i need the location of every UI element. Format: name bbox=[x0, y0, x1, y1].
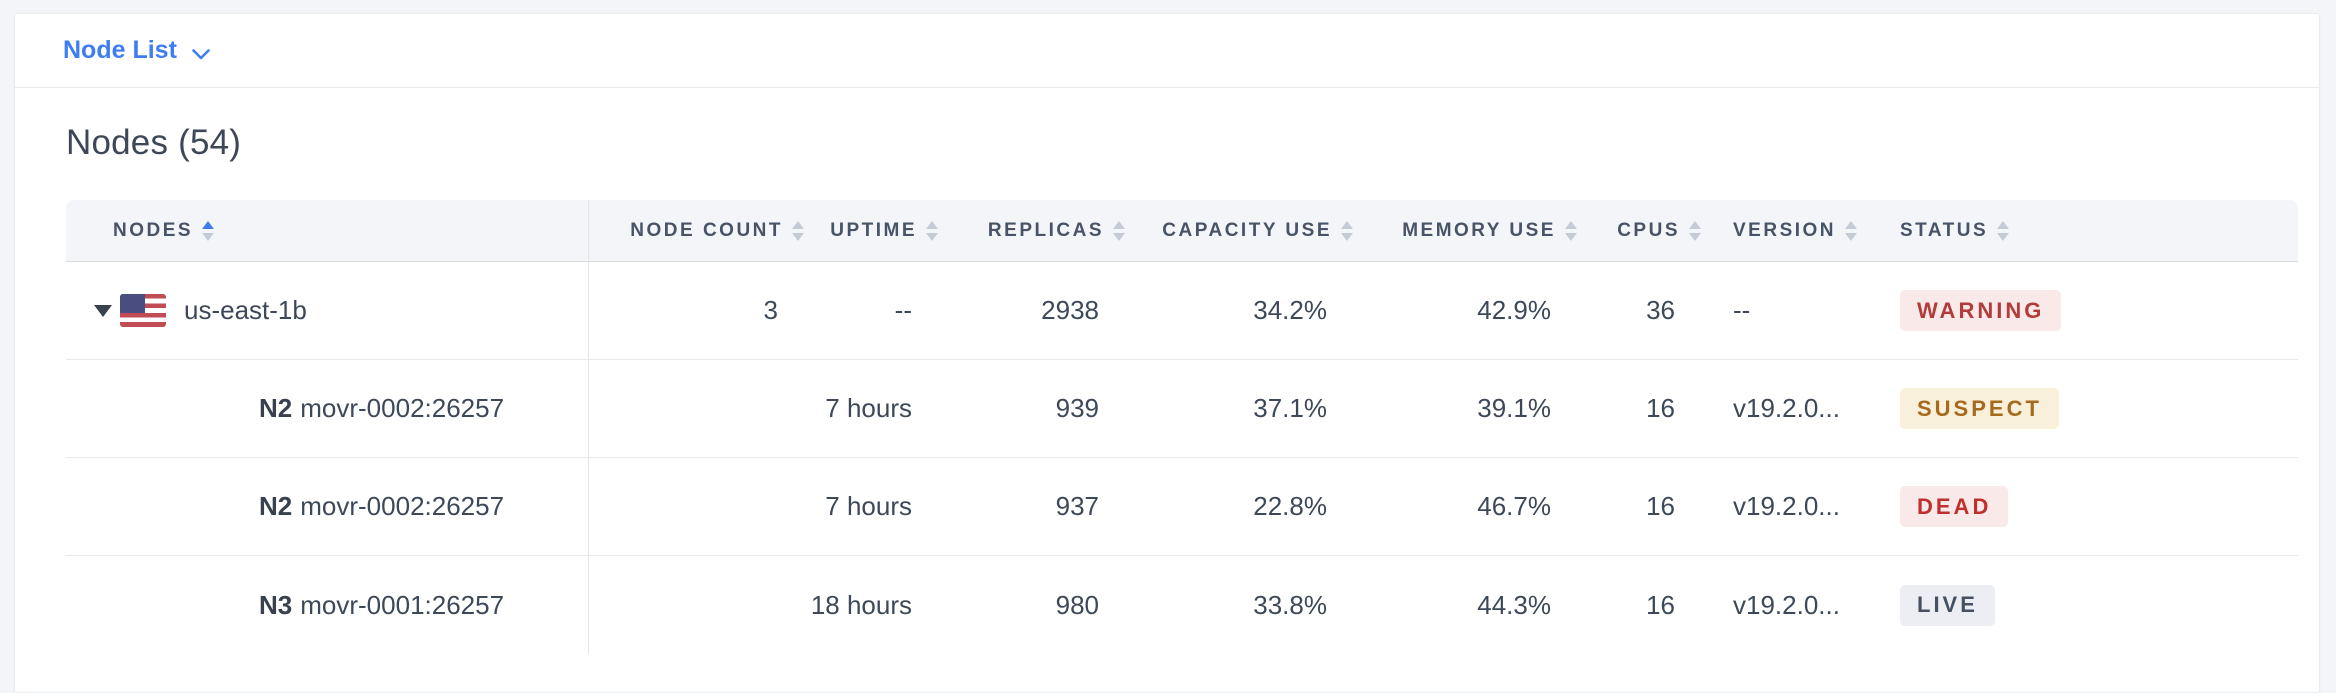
region-cell: us-east-1b bbox=[66, 262, 589, 359]
uptime-cell: -- bbox=[894, 295, 912, 325]
column-label: UPTIME bbox=[830, 219, 917, 241]
column-header-capacity-use[interactable]: CAPACITY USE bbox=[1133, 200, 1361, 261]
column-header-cpus[interactable]: CPUS bbox=[1585, 200, 1709, 261]
table-row-node[interactable]: N2 movr-0002:26257 7 hours 937 22.8% 46.… bbox=[66, 458, 2298, 556]
view-selector-dropdown[interactable]: Node List bbox=[63, 35, 210, 67]
node-address: movr-0002:26257 bbox=[300, 393, 505, 423]
uptime-cell: 18 hours bbox=[810, 589, 912, 620]
column-header-node-count[interactable]: NODE COUNT bbox=[589, 200, 812, 261]
us-flag-icon bbox=[120, 294, 166, 327]
replicas-cell: 937 bbox=[1055, 491, 1099, 521]
column-label: CPUS bbox=[1617, 219, 1680, 241]
topbar: Node List bbox=[15, 14, 2319, 88]
column-header-memory-use[interactable]: MEMORY USE bbox=[1361, 200, 1585, 261]
column-label: VERSION bbox=[1733, 219, 1837, 241]
table-header-row: NODES NODE COUNT UPTIME REPLICAS CAPACIT… bbox=[66, 200, 2298, 262]
sort-icon bbox=[1997, 220, 2010, 241]
sort-icon bbox=[1845, 220, 1858, 241]
content: Nodes (54) NODES NODE COUNT UPTIME REPLI… bbox=[15, 121, 2319, 654]
memory-use-cell: 42.9% bbox=[1477, 295, 1551, 325]
node-name-cell: N2 movr-0002:26257 bbox=[66, 458, 589, 555]
capacity-use-cell: 22.8% bbox=[1253, 491, 1327, 521]
table-row-region[interactable]: us-east-1b 3 -- 2938 34.2% 42.9% 36 -- W… bbox=[66, 262, 2298, 360]
collapse-region-toggle-icon[interactable] bbox=[94, 304, 112, 317]
node-count-cell: 3 bbox=[763, 295, 778, 325]
nodes-table: NODES NODE COUNT UPTIME REPLICAS CAPACIT… bbox=[66, 200, 2298, 654]
column-label: MEMORY USE bbox=[1402, 219, 1556, 241]
column-label: REPLICAS bbox=[987, 219, 1104, 241]
sort-icon bbox=[1341, 220, 1353, 241]
memory-use-cell: 44.3% bbox=[1477, 589, 1551, 620]
column-header-uptime[interactable]: UPTIME bbox=[812, 200, 946, 261]
replicas-cell: 939 bbox=[1055, 393, 1099, 423]
cpus-cell: 16 bbox=[1646, 589, 1675, 620]
cpus-cell: 16 bbox=[1646, 393, 1675, 423]
replicas-cell: 980 bbox=[1055, 589, 1099, 620]
version-cell: v19.2.0... bbox=[1733, 589, 1840, 620]
status-badge: WARNING bbox=[1900, 290, 2062, 331]
column-label: STATUS bbox=[1900, 219, 1989, 241]
table-row-node[interactable]: N3 movr-0001:26257 18 hours 980 33.8% 44… bbox=[66, 556, 2298, 654]
version-cell: -- bbox=[1733, 295, 1751, 325]
column-label: NODES bbox=[113, 219, 194, 241]
capacity-use-cell: 33.8% bbox=[1253, 589, 1327, 620]
column-header-nodes[interactable]: NODES bbox=[66, 200, 589, 261]
sort-icon bbox=[792, 220, 804, 241]
sort-icon bbox=[202, 220, 215, 241]
status-cell: WARNING bbox=[1876, 262, 2298, 359]
version-cell: v19.2.0... bbox=[1733, 491, 1840, 521]
column-label: CAPACITY USE bbox=[1162, 219, 1332, 241]
status-badge: SUSPECT bbox=[1900, 388, 2059, 429]
node-list-card: Node List Nodes (54) NODES NODE COUNT bbox=[14, 13, 2320, 693]
capacity-use-cell: 34.2% bbox=[1253, 295, 1327, 325]
version-cell: v19.2.0... bbox=[1733, 393, 1840, 423]
node-name-cell: N3 movr-0001:26257 bbox=[66, 556, 589, 654]
status-cell: LIVE bbox=[1876, 556, 2298, 654]
column-header-version[interactable]: VERSION bbox=[1709, 200, 1876, 261]
column-label: NODE COUNT bbox=[630, 219, 783, 241]
chevron-down-icon bbox=[192, 38, 210, 67]
status-badge: LIVE bbox=[1900, 584, 1995, 626]
sort-icon bbox=[1565, 220, 1577, 241]
view-selector-label: Node List bbox=[63, 36, 177, 64]
sort-icon bbox=[926, 220, 938, 241]
column-header-replicas[interactable]: REPLICAS bbox=[946, 200, 1133, 261]
node-id: N3 bbox=[259, 589, 293, 620]
node-id: N2 bbox=[259, 491, 293, 521]
sort-icon bbox=[1113, 220, 1125, 241]
status-badge: DEAD bbox=[1900, 486, 2009, 527]
node-count-cell bbox=[589, 556, 812, 654]
uptime-cell: 7 hours bbox=[825, 491, 912, 521]
node-address: movr-0001:26257 bbox=[300, 589, 505, 620]
table-row-node[interactable]: N2 movr-0002:26257 7 hours 939 37.1% 39.… bbox=[66, 360, 2298, 458]
replicas-cell: 2938 bbox=[1041, 295, 1099, 325]
memory-use-cell: 39.1% bbox=[1477, 393, 1551, 423]
page-title: Nodes (54) bbox=[66, 123, 242, 162]
memory-use-cell: 46.7% bbox=[1477, 491, 1551, 521]
column-header-status[interactable]: STATUS bbox=[1876, 200, 2298, 261]
status-cell: SUSPECT bbox=[1876, 360, 2298, 457]
node-id: N2 bbox=[259, 393, 293, 423]
capacity-use-cell: 37.1% bbox=[1253, 393, 1327, 423]
status-cell: DEAD bbox=[1876, 458, 2298, 555]
cpus-cell: 36 bbox=[1646, 295, 1675, 325]
region-name: us-east-1b bbox=[184, 295, 307, 325]
sort-icon bbox=[1689, 220, 1701, 241]
node-count-cell bbox=[589, 360, 812, 457]
uptime-cell: 7 hours bbox=[825, 393, 912, 423]
node-name-cell: N2 movr-0002:26257 bbox=[66, 360, 589, 457]
node-count-cell bbox=[589, 458, 812, 555]
cpus-cell: 16 bbox=[1646, 491, 1675, 521]
node-address: movr-0002:26257 bbox=[300, 491, 505, 521]
